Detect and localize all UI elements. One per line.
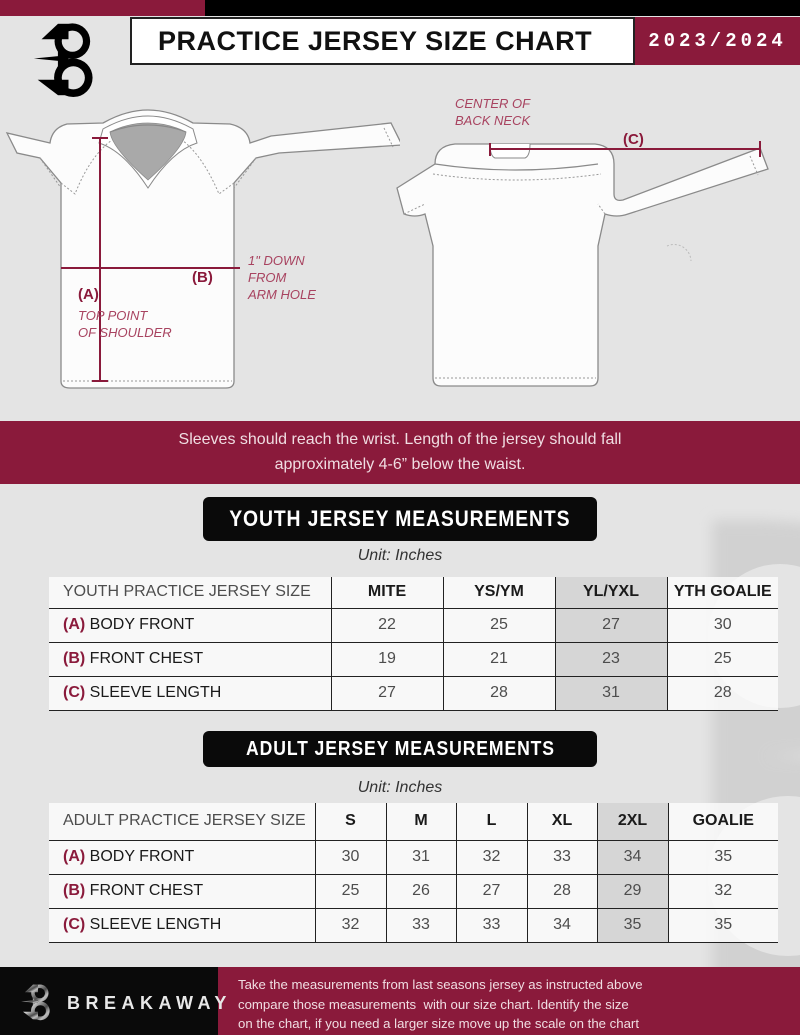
svg-text:CENTER OF: CENTER OF: [455, 96, 531, 111]
svg-text:ARM HOLE: ARM HOLE: [247, 287, 316, 302]
svg-text:(C): (C): [623, 131, 644, 148]
svg-text:(B): (B): [192, 269, 213, 286]
svg-text:TOP POINT: TOP POINT: [78, 308, 148, 323]
svg-text:BACK NECK: BACK NECK: [455, 113, 531, 128]
svg-text:(A): (A): [78, 286, 99, 303]
svg-text:FROM: FROM: [248, 270, 286, 285]
svg-text:1" DOWN: 1" DOWN: [248, 253, 305, 268]
svg-text:OF SHOULDER: OF SHOULDER: [78, 325, 172, 340]
